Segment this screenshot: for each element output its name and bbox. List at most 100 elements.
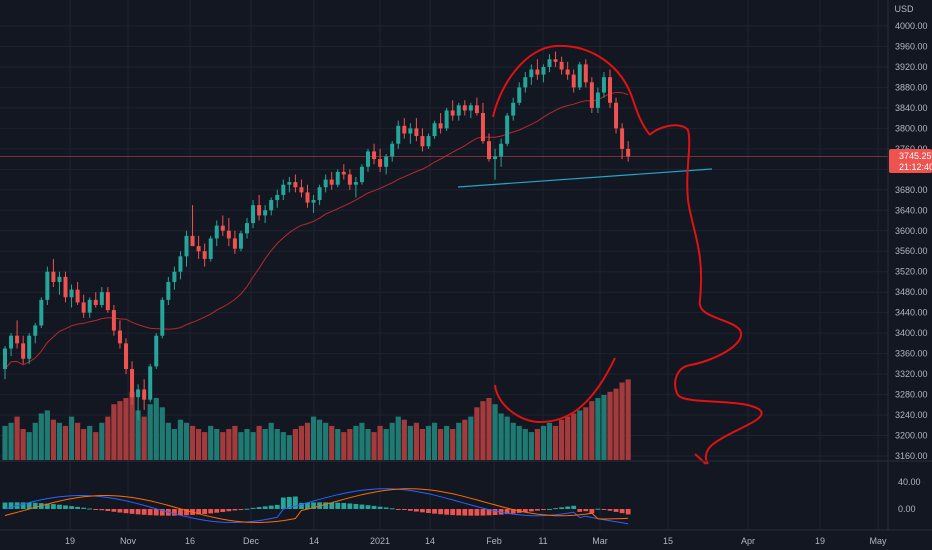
candle-body: [353, 182, 358, 185]
volume-bar: [601, 394, 607, 460]
candle-body: [565, 69, 570, 75]
volume-bar: [75, 422, 81, 460]
candle-body: [444, 110, 449, 129]
volume-bar: [44, 410, 50, 460]
candle-body: [359, 166, 364, 183]
histogram-bar: [395, 509, 401, 510]
time-axis[interactable]: 19 Nov 16 Dec 14 2021 14 Feb 11 Mar 15 Apr 19 May: [65, 536, 887, 546]
volume-bar: [262, 429, 268, 460]
volume-bar: [298, 425, 305, 460]
histogram-bar: [565, 506, 571, 509]
volume-bar: [117, 401, 123, 460]
volume-bar: [480, 401, 486, 460]
trendline: [457, 168, 713, 188]
time-tick-label: Nov: [120, 536, 137, 546]
price-tick-label: 4000.00: [895, 21, 928, 31]
histogram-bar: [347, 503, 353, 509]
price-tick-label: 3880.00: [895, 82, 928, 92]
indicator-tick-label: 0.00: [898, 504, 916, 514]
candle-body: [172, 271, 177, 282]
candle-body: [626, 148, 631, 157]
histogram-bar: [305, 502, 310, 509]
histogram-bar: [129, 509, 135, 514]
candle-body: [275, 194, 280, 201]
histogram-bar: [535, 509, 540, 511]
volume-bar: [171, 429, 177, 460]
volume-bar: [105, 416, 111, 460]
volume-bar: [329, 425, 335, 460]
histogram-bar: [583, 509, 589, 512]
volume-bar: [583, 407, 589, 460]
price-tick-label: 3360.00: [895, 349, 928, 359]
candle-body: [160, 299, 165, 336]
candlesticks: [3, 51, 631, 421]
volume-bar: [62, 425, 69, 460]
volume-bar: [286, 435, 292, 460]
candle-body: [124, 343, 128, 369]
time-tick-label: 11: [538, 536, 547, 546]
histogram-bar: [444, 509, 450, 515]
histogram-bar: [407, 509, 413, 511]
histogram-bar: [196, 509, 201, 515]
histogram-bar: [226, 509, 232, 512]
candle-body: [378, 159, 383, 167]
volume-bar: [565, 416, 571, 460]
candle-body: [571, 74, 576, 88]
volume-bar: [280, 432, 286, 460]
histogram-bar: [214, 509, 220, 513]
volume-bar: [413, 422, 419, 460]
volume-bar: [522, 429, 528, 460]
histogram-bar: [244, 508, 250, 510]
candle-body: [293, 182, 298, 188]
histogram-bar: [510, 509, 516, 514]
candle-body: [366, 151, 370, 167]
volume-bar: [26, 432, 32, 460]
histogram-bar: [480, 509, 486, 516]
volume-bar: [444, 425, 450, 460]
histogram-bar: [401, 509, 407, 510]
volume-bar: [395, 416, 401, 460]
candle-body: [142, 389, 147, 400]
histogram-bar: [172, 509, 177, 516]
candle-body: [547, 59, 552, 67]
volume-bar: [625, 379, 631, 460]
volume-bar: [474, 407, 480, 460]
histogram-bar: [184, 509, 189, 516]
candle-body: [608, 77, 612, 103]
volume-bar: [317, 419, 323, 460]
macd-line: [4, 488, 629, 525]
time-tick-label: 16: [185, 536, 195, 546]
volume-bar: [220, 432, 226, 460]
volume-bar: [214, 429, 220, 460]
volume-bar: [462, 419, 468, 460]
candle-body: [21, 343, 26, 359]
histogram-bar: [135, 509, 141, 515]
volume-bar: [93, 432, 99, 460]
time-tick-label: Feb: [486, 536, 502, 546]
volume-bar: [238, 432, 244, 460]
histogram-bar: [625, 509, 631, 515]
candle-body: [595, 92, 600, 108]
candle-body: [311, 200, 316, 203]
histogram-bar: [335, 502, 341, 509]
candle-body: [589, 82, 594, 108]
price-axis[interactable]: 4000.00 3960.00 3920.00 3880.00 3840.00 3800.…: [895, 21, 928, 514]
histogram-bar: [571, 505, 577, 509]
histogram-bar: [111, 509, 117, 512]
volume-bar: [528, 432, 534, 460]
volume-bar: [141, 416, 147, 460]
volume-bar: [2, 425, 8, 460]
current-price-tag: 3745.25 21:12:40: [889, 149, 932, 173]
volume-bar: [111, 404, 117, 460]
annotations: [457, 44, 763, 465]
price-tick-label: 3320.00: [895, 369, 928, 379]
candle-body: [257, 205, 262, 216]
candle-body: [251, 205, 256, 224]
histogram-bar: [619, 509, 625, 514]
price-tick-label: 3280.00: [895, 390, 928, 400]
volume-bar: [129, 391, 135, 460]
candle-body: [317, 187, 322, 201]
histogram-bar: [601, 509, 607, 510]
volume-bar: [202, 432, 208, 460]
